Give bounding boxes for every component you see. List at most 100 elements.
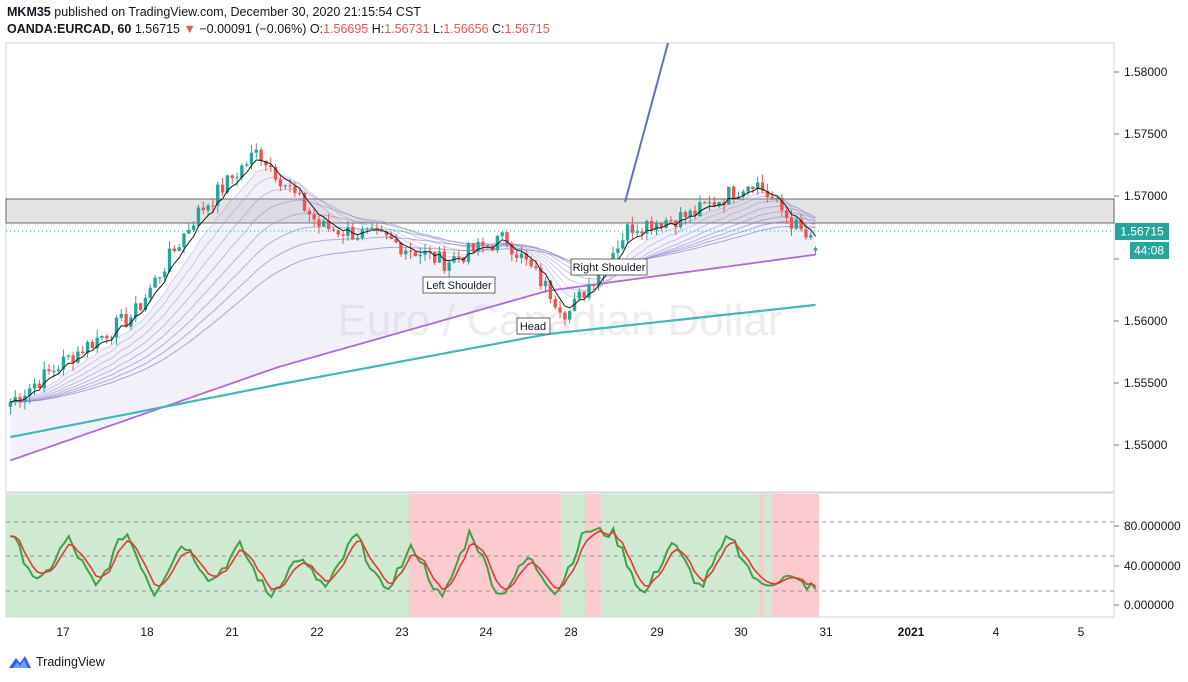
time-tick-label: 24: [479, 625, 493, 639]
candle-body: [37, 383, 42, 389]
candle-body: [283, 185, 287, 187]
candle-body: [809, 235, 813, 238]
candle-body: [124, 314, 128, 327]
candle-body: [519, 253, 524, 258]
candle-body: [534, 266, 538, 269]
candle-body: [510, 244, 514, 255]
candle-body: [114, 317, 119, 338]
candle-body: [794, 219, 798, 229]
candle-body: [413, 251, 418, 257]
symbol-name[interactable]: OANDA:EURCAD, 60: [7, 22, 132, 36]
candle-body: [375, 227, 379, 230]
candle-body: [418, 254, 422, 257]
candle-body: [269, 165, 273, 167]
candle-body: [568, 310, 572, 320]
candle-body: [731, 186, 736, 199]
candle-body: [703, 202, 707, 204]
right-shoulder-label: Right Shoulder: [573, 262, 646, 274]
oscillator-axis[interactable]: 80.000000 40.000000 0.000000: [1114, 519, 1181, 612]
candle-body: [85, 341, 90, 354]
osc-bg-green: [561, 494, 585, 617]
time-axis[interactable]: 17 18 21 22 23 24 28 29 30 31 2021 4 5: [56, 624, 1085, 641]
high-value: 1.56731: [384, 22, 430, 36]
candle-body: [317, 219, 321, 227]
candle-body: [322, 220, 326, 227]
candle-body: [669, 220, 673, 222]
candle-body: [182, 233, 186, 248]
candle-body: [548, 280, 553, 300]
candle-body: [746, 186, 750, 192]
candle-body: [201, 207, 205, 211]
candle-body: [466, 243, 471, 262]
osc-bg-green: [764, 494, 772, 617]
ema-ribbon-line: [10, 188, 816, 403]
resistance-zone[interactable]: [5, 198, 1115, 224]
label-box: [516, 317, 551, 335]
candle-body: [592, 284, 596, 286]
ema-ribbon-line: [10, 221, 816, 403]
candle-body: [134, 303, 138, 318]
time-tick-label-year: 2021: [898, 625, 925, 639]
candle-body: [505, 232, 509, 245]
candle-body: [143, 297, 148, 310]
ema-ribbon-line: [10, 211, 816, 403]
candle-body: [216, 184, 220, 206]
published-text: published on TradingView.com, December 3…: [54, 5, 421, 19]
candle-body: [558, 307, 562, 313]
candle-body: [370, 227, 374, 229]
head-label: Head: [520, 321, 546, 333]
candle-body: [42, 369, 46, 389]
candle-body: [616, 248, 620, 253]
close-value: 1.56715: [504, 22, 550, 36]
osc-bg-green: [6, 494, 409, 617]
chart-canvas[interactable]: Euro / Canadian Dollar Left Shoulder Hea…: [0, 0, 1188, 652]
candle-body: [813, 248, 818, 251]
candle-body: [254, 149, 258, 153]
candle-body: [105, 335, 109, 339]
candle-body: [191, 225, 196, 230]
candle-body: [741, 191, 745, 197]
low-value: 1.56656: [443, 22, 489, 36]
candle-body: [249, 152, 254, 165]
trend-line[interactable]: [624, 42, 669, 203]
time-tick-label: 28: [564, 625, 578, 639]
left-shoulder-annotation[interactable]: Left Shoulder: [422, 276, 496, 294]
candle-body: [187, 229, 191, 234]
label-box: [422, 276, 496, 294]
candle-body: [302, 193, 307, 211]
candle-body: [76, 351, 80, 363]
candle-body: [235, 177, 239, 179]
price-change: −0.00091 (−0.06%): [199, 22, 307, 36]
fast-ma-line: [10, 159, 817, 403]
candle-body: [264, 161, 268, 166]
candle-body: [167, 248, 172, 272]
candle-body: [158, 277, 162, 279]
label-box: [570, 258, 648, 276]
candle-body: [312, 214, 316, 220]
candle-body: [230, 175, 234, 179]
candle-body: [61, 356, 66, 370]
candle-body: [722, 201, 726, 205]
time-tick-label: 4: [993, 625, 1000, 639]
time-tick-label: 18: [140, 625, 154, 639]
candle-body: [799, 219, 803, 230]
candle-body: [389, 235, 393, 240]
head-annotation[interactable]: Head: [516, 317, 551, 335]
publisher-name: MKM35: [7, 5, 51, 19]
candle-body: [307, 210, 312, 215]
footer-brand[interactable]: TradingView: [8, 655, 105, 669]
right-shoulder-annotation[interactable]: Right Shoulder: [570, 258, 648, 276]
candle-body: [360, 229, 365, 238]
countdown-tag-text: 44:08: [1134, 244, 1164, 258]
candle-body: [100, 335, 104, 338]
candle-body: [582, 291, 586, 298]
left-shoulder-label: Left Shoulder: [426, 280, 492, 292]
candle-body: [220, 184, 225, 193]
candle-body: [717, 201, 721, 207]
candle-body: [177, 247, 181, 252]
price-tick-label: 1.58000: [1124, 65, 1168, 79]
candle-body: [148, 287, 152, 298]
candle-body: [66, 355, 70, 357]
candle-body: [476, 241, 480, 252]
candle-body: [553, 299, 557, 308]
